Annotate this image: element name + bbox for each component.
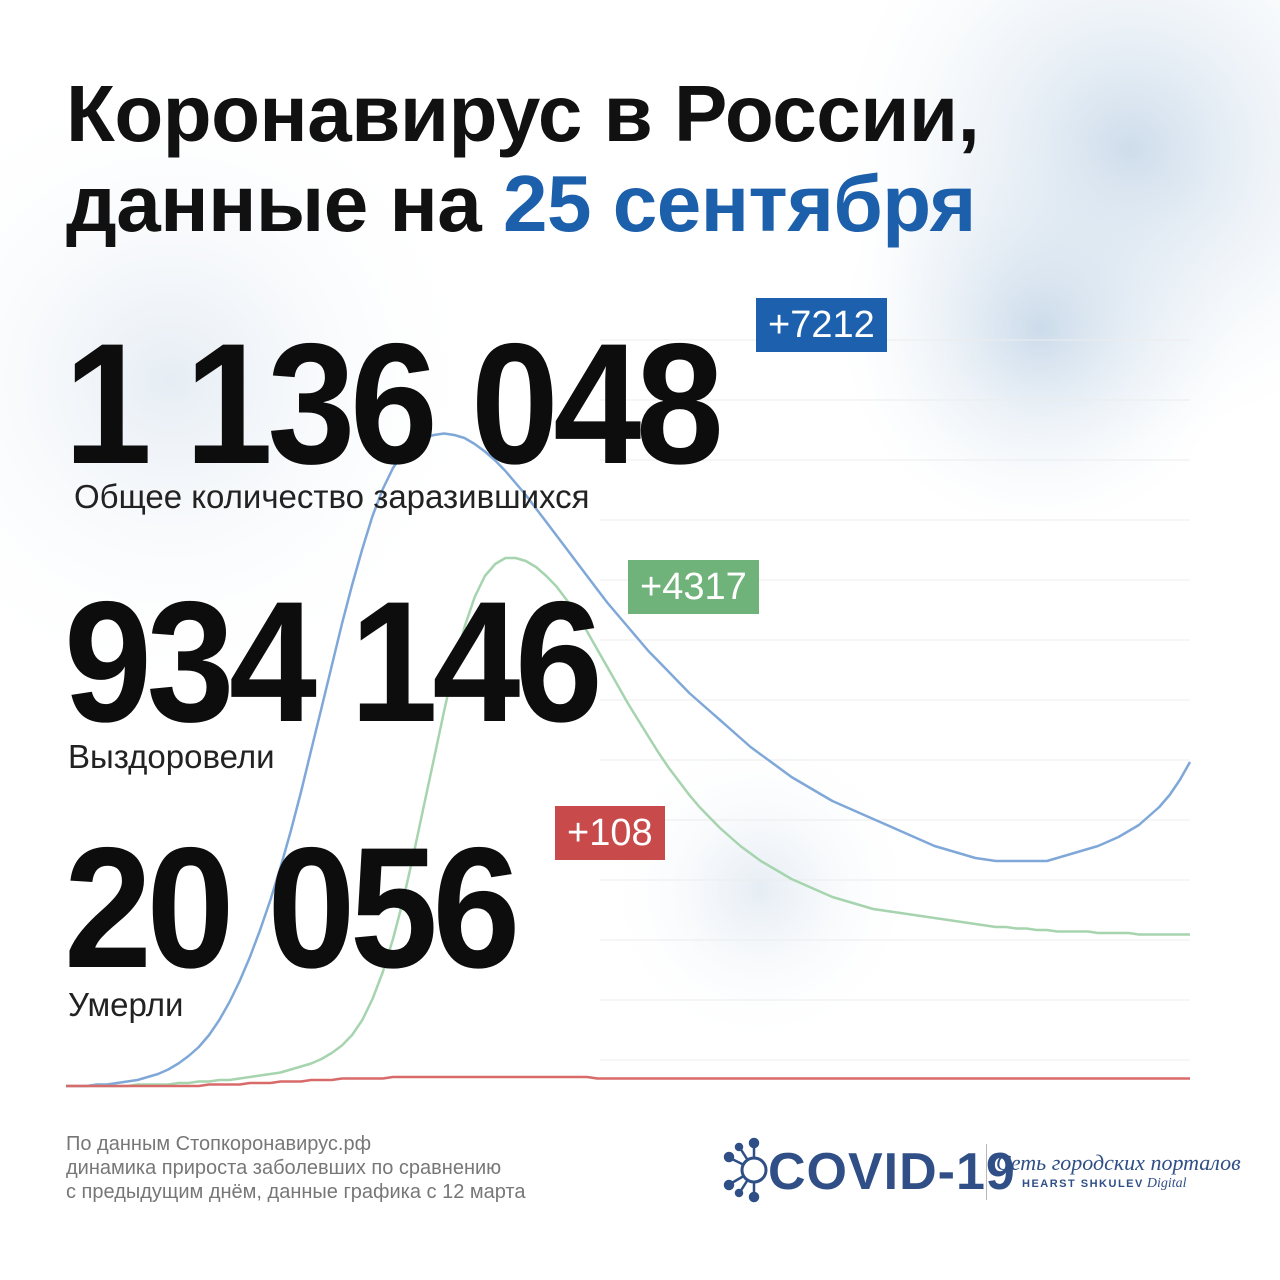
recovered-delta-badge: +4317 <box>628 560 759 614</box>
deaths-delta-badge: +108 <box>555 806 665 860</box>
cases-series-line <box>66 432 1192 1088</box>
brand-italic: Digital <box>1146 1176 1187 1191</box>
title-prefix: данные на <box>66 159 503 248</box>
chart-series <box>66 432 1192 1088</box>
title-date: 25 сентября <box>503 159 976 248</box>
covid-wordmark: COVID-19 <box>768 1143 1016 1201</box>
brand-name: HEARST SHKULEV Digital <box>1022 1176 1187 1192</box>
footnote-line: динамика прироста заболевших по сравнени… <box>66 1157 502 1179</box>
source-footnote: По данным Стопкоронавирус.рф динамика пр… <box>66 1132 526 1204</box>
brand-bold: HEARST SHKULEV <box>1022 1178 1144 1190</box>
logo-divider <box>986 1144 987 1200</box>
deaths-series-line <box>66 1075 1190 1088</box>
footnote-line: с предыдущим днём, данные графика с 12 м… <box>66 1181 526 1203</box>
total-delta-badge: +7212 <box>756 298 887 352</box>
network-name: Сеть городских порталов <box>996 1150 1241 1175</box>
deaths-value: 20 056 <box>64 812 520 1004</box>
page-title-date-line: данные на 25 сентября <box>66 160 976 248</box>
total-cases-label: Общее количество заразившихся <box>74 478 590 515</box>
recovered-label: Выздоровели <box>68 738 275 775</box>
total-cases-value: 1 136 048 <box>64 308 724 500</box>
footnote-line: По данным Стопкоронавирус.рф <box>66 1133 372 1155</box>
deaths-label: Умерли <box>68 986 184 1023</box>
covid-logo: COVID-19 Сеть городских порталов HEARST … <box>722 1134 1242 1206</box>
recovered-value: 934 146 <box>64 566 603 758</box>
recovered-series-line <box>66 556 1190 1088</box>
page-title: Коронавирус в России, <box>66 69 980 158</box>
virus-icon <box>723 1137 768 1203</box>
